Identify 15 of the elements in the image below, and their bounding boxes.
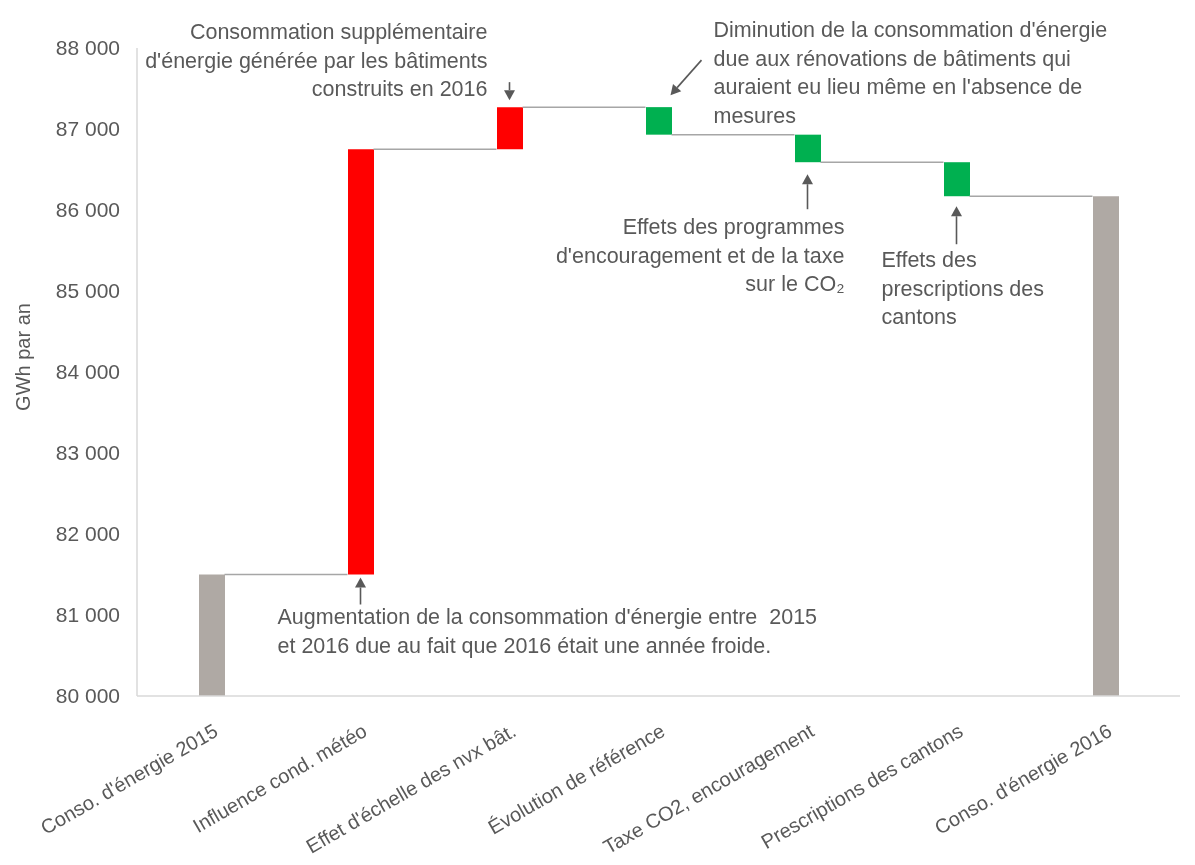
y-tick-label: 81 000 bbox=[55, 603, 120, 627]
y-tick-label: 82 000 bbox=[55, 522, 120, 546]
annotation: Diminution de la consommation d'énergie due aux rénovations de bâtiments qui auraient eu lieu même en l'absence de mesures bbox=[713, 18, 1108, 128]
y-tick-label: 88 000 bbox=[55, 36, 120, 60]
y-tick-label: 87 000 bbox=[55, 117, 120, 141]
annotation: Augmentation de la consommation d'énergie entre 2015 et 2016 due au fait que 2016 était une année froide. bbox=[277, 605, 818, 658]
annotation: Effets des prescriptions des cantons bbox=[881, 248, 1045, 329]
y-tick-label: 80 000 bbox=[55, 684, 120, 708]
annotation: Effets des programmes d'encouragement et de la taxe sur le CO₂ bbox=[555, 215, 845, 296]
y-tick-label: 86 000 bbox=[55, 198, 120, 222]
y-tick-label: 84 000 bbox=[55, 360, 120, 384]
y-axis-title: GWh par an bbox=[12, 303, 34, 411]
y-tick-label: 85 000 bbox=[55, 279, 120, 303]
annotation: Consommation supplémentaire d'énergie générée par les bâtiments construits en 2016 bbox=[145, 20, 488, 101]
y-tick-label: 83 000 bbox=[55, 441, 120, 465]
